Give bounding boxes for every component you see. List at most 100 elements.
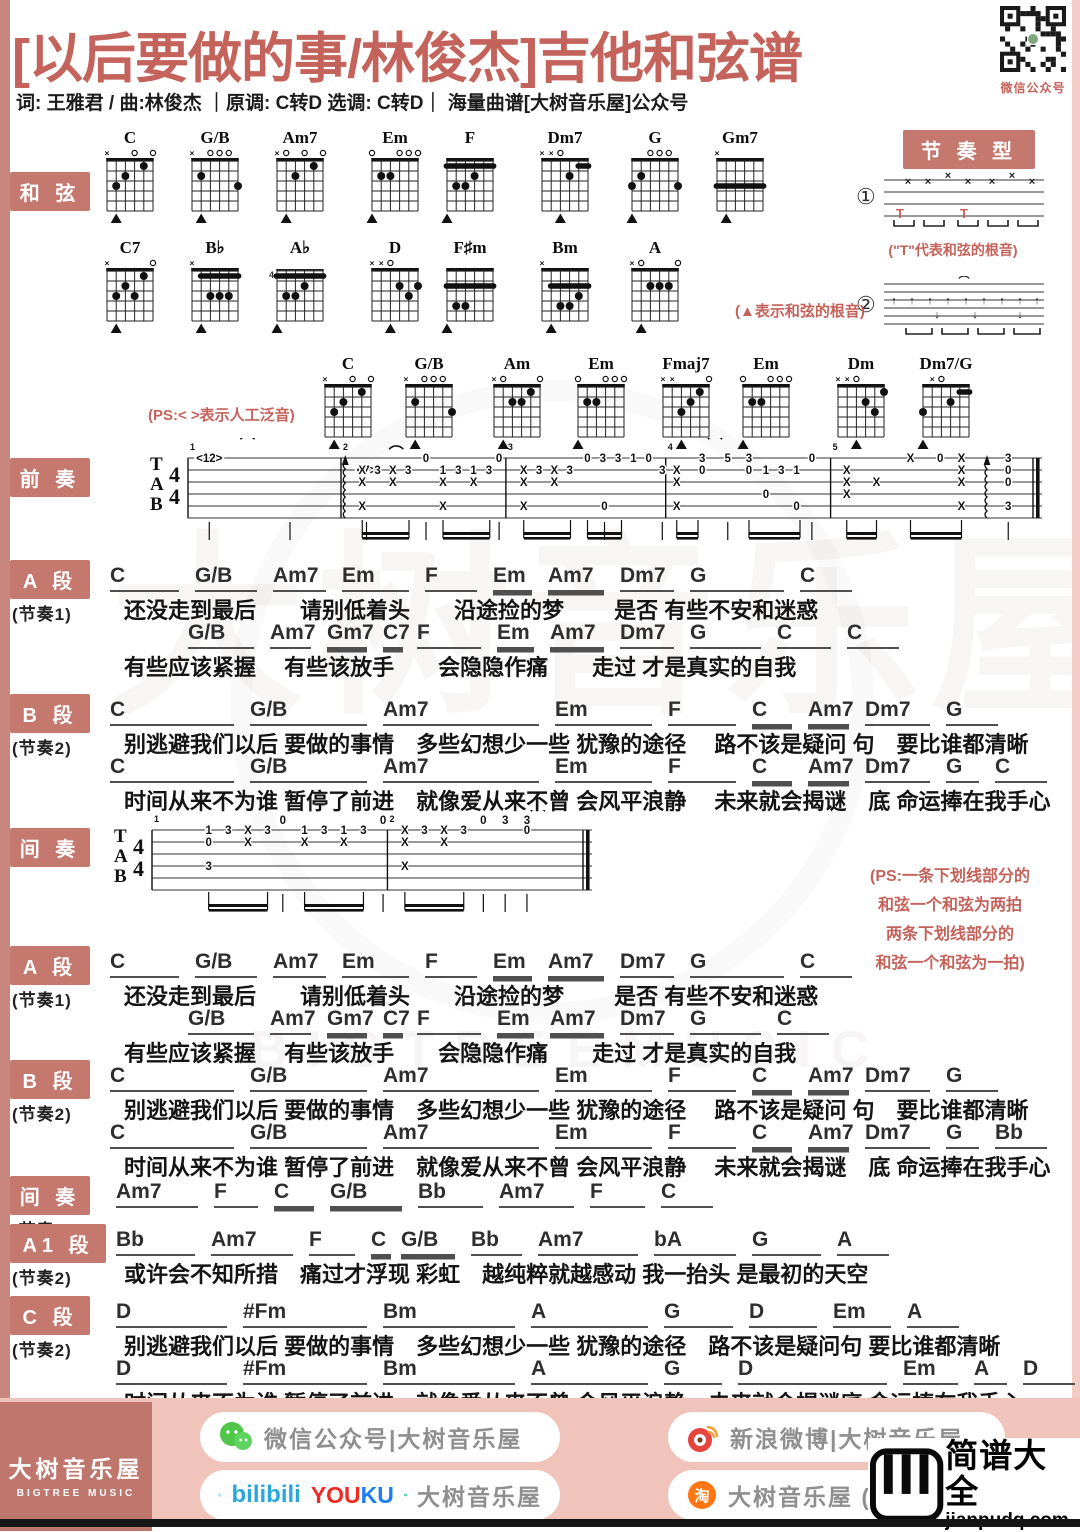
svg-text:X: X: [401, 825, 409, 837]
chord-symbol: Am7: [808, 755, 849, 783]
section-rhythm-tag: (节奏2): [12, 734, 72, 759]
chord-symbol: A: [907, 1300, 959, 1328]
chord-symbol: C: [110, 950, 179, 978]
svg-text:×: ×: [630, 258, 635, 268]
section-rhythm-tag: (节奏1): [12, 986, 72, 1011]
svg-text:X: X: [520, 465, 528, 477]
chord-name: A: [623, 238, 687, 257]
note-line: 和弦一个和弦为一拍): [845, 949, 1055, 978]
brand-name-en: BIGTREE MUSIC: [0, 1488, 152, 1499]
svg-text:↑: ↑: [927, 295, 933, 307]
chord-diagram: A♭4: [268, 238, 332, 340]
underline-rule-note: (PS:一条下划线部分的和弦一个和弦为两拍两条下划线部分的和弦一个和弦为一拍): [845, 862, 1055, 978]
svg-text:X: X: [673, 477, 681, 489]
qr-code: [1000, 6, 1066, 72]
chord-symbol: F: [417, 1007, 481, 1035]
svg-text:B: B: [150, 494, 163, 515]
chord-symbol: C7: [383, 1007, 403, 1035]
root-note-legend: (▲表示和弦的根音): [735, 300, 865, 321]
svg-text:×: ×: [275, 148, 280, 158]
chord-diagram: G: [623, 128, 687, 230]
note-line: 两条下划线部分的: [845, 920, 1055, 949]
svg-text:X: X: [673, 501, 681, 513]
chord-symbol: G: [690, 621, 761, 649]
chord-symbol: Dm7: [620, 621, 674, 649]
chord-diagram: A×: [623, 238, 687, 340]
chord-diagram: C7×: [98, 238, 162, 340]
svg-text:3: 3: [1005, 501, 1011, 513]
svg-text:1: 1: [205, 825, 212, 837]
piano-icon: [868, 1446, 945, 1524]
chord-symbol: G/B: [401, 1228, 455, 1256]
svg-text:X: X: [301, 837, 309, 849]
svg-text:×: ×: [1009, 170, 1015, 182]
jianpudq-watermark: 简谱大全 jianpudq.com: [868, 1438, 1080, 1531]
chord-symbol: G/B: [250, 1121, 367, 1149]
svg-text:B: B: [114, 866, 127, 887]
lyric-line: 或许会不知所措 痛过才浮现 彩虹 越纯粹就越感动 我一抬头 是最初的天空: [124, 1257, 868, 1289]
svg-text:↑: ↑: [981, 295, 987, 307]
youku-red: YOU: [311, 1482, 361, 1508]
chord-diagram: Gm7×: [708, 128, 772, 230]
chord-symbol: Bm: [383, 1357, 515, 1385]
chord-name: Am7: [268, 128, 332, 147]
svg-text:X: X: [439, 477, 447, 489]
chord-symbol: G: [690, 1007, 761, 1035]
svg-text:X: X: [551, 477, 559, 489]
svg-text:×: ×: [105, 258, 110, 268]
svg-text:X: X: [440, 825, 448, 837]
svg-text:0: 0: [793, 501, 799, 513]
chord-symbol: G: [664, 1357, 722, 1385]
youku-blue: KU: [361, 1482, 394, 1508]
chord-symbol: Dm7: [620, 564, 674, 592]
svg-text:×: ×: [549, 148, 554, 158]
bilibili-icon: [218, 1480, 222, 1510]
chord-symbol: Em: [555, 755, 652, 783]
chord-symbol: Gm7: [327, 621, 367, 649]
chord-symbol: C: [110, 1121, 234, 1149]
svg-text:↑: ↑: [891, 295, 897, 307]
badge-wechat-label: 微信公众号|大树音乐屋: [264, 1420, 522, 1454]
chord-symbol: Am7: [270, 621, 311, 649]
svg-text:3: 3: [321, 825, 327, 837]
badge-video-label: 大树音乐屋: [417, 1478, 542, 1512]
chord-symbol: Bb: [995, 1121, 1047, 1149]
svg-text:X: X: [389, 477, 397, 489]
svg-text:↑: ↑: [945, 295, 951, 307]
chord-symbol: A: [531, 1357, 648, 1385]
svg-text:3: 3: [461, 825, 467, 837]
svg-text:×: ×: [1029, 176, 1035, 188]
chord-symbol: Dm7: [620, 1007, 674, 1035]
chord-symbol: G/B: [188, 1007, 254, 1035]
svg-text:0: 0: [645, 453, 651, 465]
svg-text:5: 5: [833, 442, 838, 452]
svg-text:3: 3: [600, 453, 606, 465]
chord-name: F♯m: [438, 238, 502, 257]
chord-symbol: F: [425, 950, 477, 978]
chord-diagram: Am7×: [268, 128, 332, 230]
svg-text:X: X: [520, 501, 528, 513]
chord-symbol: G: [946, 1064, 998, 1092]
svg-text:X: X: [439, 501, 447, 513]
chord-symbol: F: [668, 698, 736, 726]
chord-symbol: F: [417, 621, 481, 649]
svg-text:×: ×: [965, 176, 971, 188]
song-credits: 词: 王雅君 / 曲:林俊杰 ｜原调: C转D 选调: C转D｜ 海量曲谱[大树…: [16, 88, 688, 115]
svg-text:T: T: [960, 206, 968, 221]
chord-symbol: G: [752, 1228, 821, 1256]
svg-text:×: ×: [190, 148, 195, 158]
rhythm-pattern-1-number: ①: [856, 184, 876, 210]
svg-text:1: 1: [190, 442, 195, 452]
chord-name: Fmaj7: [654, 354, 718, 373]
svg-text:×: ×: [323, 374, 328, 384]
chord-symbol: C: [110, 564, 179, 592]
svg-text:0: 0: [1005, 477, 1011, 489]
chord-symbol: Bb: [418, 1180, 483, 1208]
svg-text:X: X: [340, 837, 348, 849]
chord-symbol: Am7: [116, 1180, 198, 1208]
